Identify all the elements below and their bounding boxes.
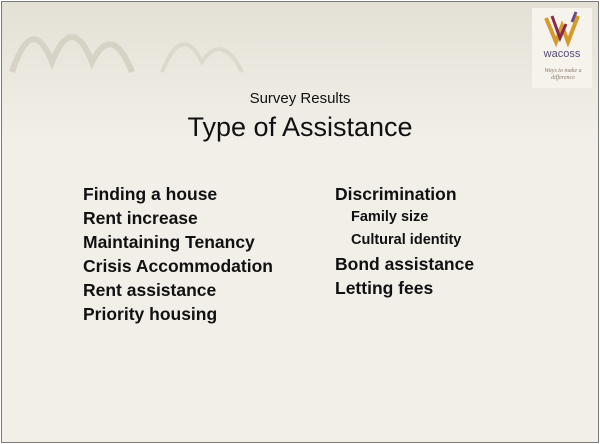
logo: wacoss Ways to make a difference <box>532 8 592 88</box>
list-item: Rent increase <box>83 208 198 228</box>
list-item: Discrimination <box>335 184 457 204</box>
list-subitem: Cultural identity <box>351 232 462 248</box>
watermark <box>9 34 244 74</box>
logo-stroke <box>544 15 580 48</box>
logo-stroke <box>570 11 578 23</box>
subtitle: Survey Results <box>249 90 351 107</box>
logo-stroke <box>550 15 568 43</box>
logo-tagline: Ways to make a difference <box>544 68 582 81</box>
title: Type of Assistance <box>187 112 413 142</box>
list-item: Maintaining Tenancy <box>83 232 255 252</box>
list-item: Rent assistance <box>83 280 217 300</box>
list-item: Priority housing <box>83 304 218 324</box>
list-item: Crisis Accommodation <box>83 256 273 276</box>
left-column: Finding a house Rent increase Maintaining … <box>83 182 273 326</box>
watermark-swirl <box>160 42 244 73</box>
list-subitem: Family size <box>351 209 429 225</box>
right-column: Discrimination Family size Cultural identi… <box>335 182 474 300</box>
logo-name: wacoss <box>543 48 581 60</box>
logo-icon <box>544 11 580 48</box>
list-item: Letting fees <box>335 278 434 298</box>
watermark-swirl <box>9 34 135 74</box>
list-item: Bond assistance <box>335 254 475 274</box>
list-item: Finding a house <box>83 184 218 204</box>
